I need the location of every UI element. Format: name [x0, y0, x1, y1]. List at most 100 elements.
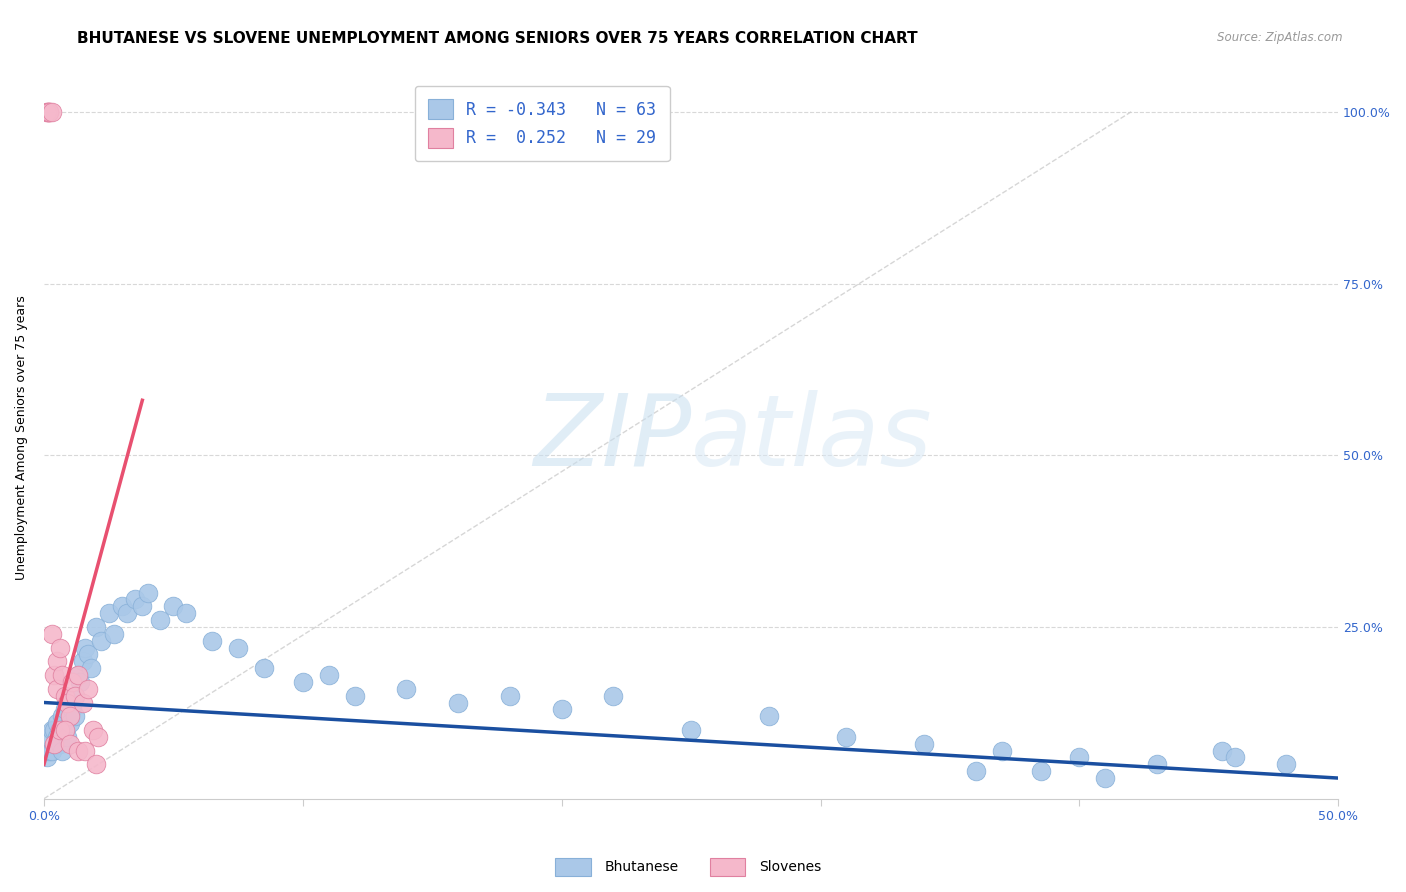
Point	[1094, 771, 1116, 785]
Point	[835, 730, 858, 744]
Point	[48, 723, 70, 737]
Point	[84, 620, 107, 634]
Point	[44, 723, 66, 737]
Point	[38, 104, 60, 119]
Point	[72, 696, 94, 710]
Point	[395, 681, 418, 696]
Point	[53, 702, 76, 716]
Point	[965, 764, 987, 779]
Point	[499, 689, 522, 703]
Point	[66, 668, 89, 682]
Point	[1146, 757, 1168, 772]
Text: BHUTANESE VS SLOVENE UNEMPLOYMENT AMONG SENIORS OVER 75 YEARS CORRELATION CHART: BHUTANESE VS SLOVENE UNEMPLOYMENT AMONG …	[77, 31, 918, 46]
Point	[53, 723, 76, 737]
Point	[253, 661, 276, 675]
Point	[87, 730, 110, 744]
Point	[51, 668, 73, 682]
Point	[550, 702, 572, 716]
Point	[56, 696, 79, 710]
Point	[45, 716, 67, 731]
Point	[149, 613, 172, 627]
Point	[318, 668, 340, 682]
Point	[72, 654, 94, 668]
Point	[59, 709, 82, 723]
Point	[77, 681, 100, 696]
Point	[35, 104, 58, 119]
Point	[201, 633, 224, 648]
Point	[44, 737, 66, 751]
Text: Slovenes: Slovenes	[759, 860, 821, 874]
Point	[990, 743, 1012, 757]
Point	[115, 606, 138, 620]
Point	[1029, 764, 1052, 779]
Point	[343, 689, 366, 703]
Point	[103, 627, 125, 641]
Point	[48, 723, 70, 737]
Point	[291, 674, 314, 689]
Point	[75, 743, 97, 757]
Point	[41, 743, 63, 757]
Point	[62, 702, 84, 716]
Point	[38, 104, 60, 119]
Text: atlas: atlas	[692, 390, 932, 486]
Point	[45, 681, 67, 696]
Point	[758, 709, 780, 723]
Point	[681, 723, 703, 737]
Point	[226, 640, 249, 655]
Point	[602, 689, 624, 703]
Point	[75, 640, 97, 655]
Point	[62, 674, 84, 689]
Point	[56, 730, 79, 744]
Point	[66, 743, 89, 757]
Point	[1211, 743, 1233, 757]
Point	[82, 723, 104, 737]
Point	[912, 737, 935, 751]
Text: ZIP: ZIP	[533, 390, 692, 486]
Point	[41, 104, 63, 119]
Point	[69, 674, 91, 689]
Point	[176, 606, 198, 620]
Point	[41, 723, 63, 737]
Point	[131, 599, 153, 614]
Point	[136, 585, 159, 599]
Point	[162, 599, 184, 614]
Point	[1223, 750, 1246, 764]
Point	[97, 606, 120, 620]
Y-axis label: Unemployment Among Seniors over 75 years: Unemployment Among Seniors over 75 years	[15, 295, 28, 581]
Point	[77, 648, 100, 662]
Point	[38, 730, 60, 744]
Point	[63, 709, 86, 723]
Point	[447, 696, 470, 710]
Point	[59, 716, 82, 731]
Point	[38, 104, 60, 119]
Point	[84, 757, 107, 772]
Point	[59, 696, 82, 710]
Point	[48, 640, 70, 655]
Point	[1069, 750, 1091, 764]
Point	[45, 730, 67, 744]
Point	[1275, 757, 1298, 772]
Point	[53, 723, 76, 737]
Point	[35, 104, 58, 119]
Point	[63, 689, 86, 703]
Point	[51, 743, 73, 757]
Point	[111, 599, 134, 614]
Point	[51, 709, 73, 723]
Point	[48, 737, 70, 751]
Text: Bhutanese: Bhutanese	[605, 860, 679, 874]
Text: Source: ZipAtlas.com: Source: ZipAtlas.com	[1218, 31, 1343, 45]
Point	[41, 627, 63, 641]
Point	[45, 654, 67, 668]
Legend: R = -0.343   N = 63, R =  0.252   N = 29: R = -0.343 N = 63, R = 0.252 N = 29	[415, 86, 669, 161]
Point	[59, 737, 82, 751]
Point	[90, 633, 112, 648]
Point	[124, 592, 146, 607]
Point	[44, 668, 66, 682]
Point	[66, 668, 89, 682]
Point	[79, 661, 101, 675]
Point	[63, 689, 86, 703]
Point	[35, 750, 58, 764]
Point	[38, 743, 60, 757]
Point	[44, 737, 66, 751]
Point	[53, 689, 76, 703]
